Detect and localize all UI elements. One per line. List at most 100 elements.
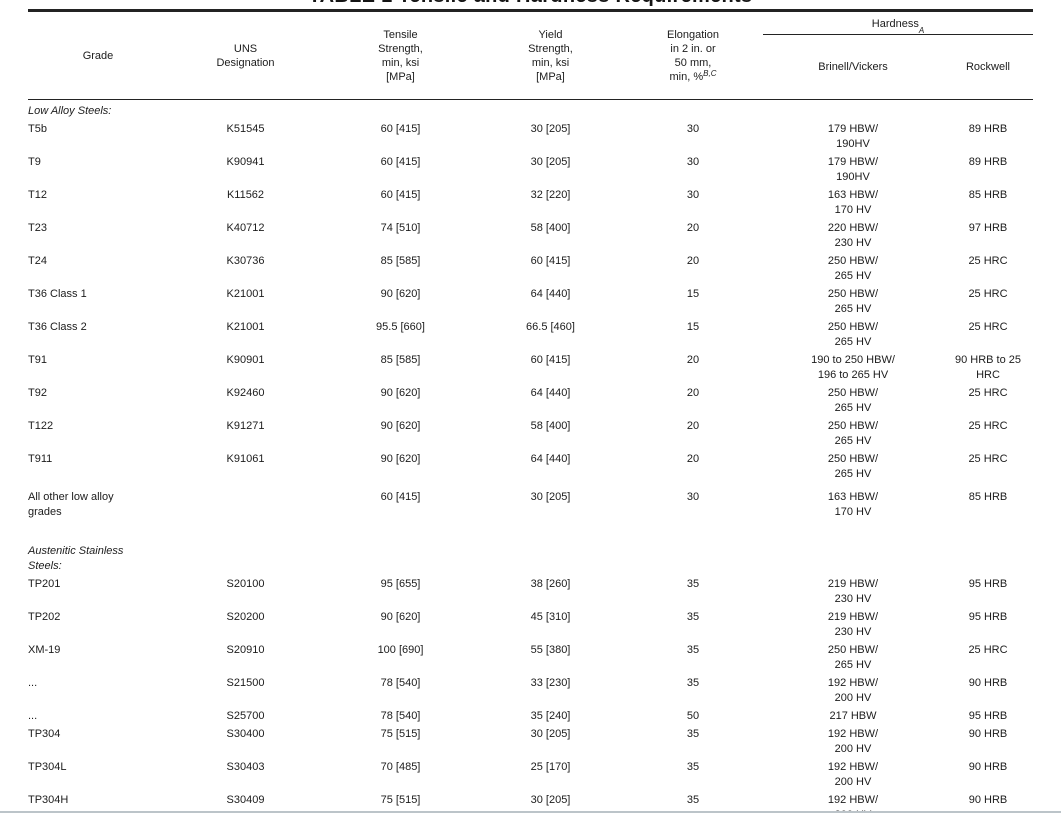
table-row: T24 K30736 85 [585] 60 [415] 20 250 HBW/ 265 …	[28, 254, 1033, 284]
cell-rockwell: 95 HRB	[968, 710, 1008, 722]
cell-elongation: 30	[686, 491, 700, 503]
section-header-row: Austenitic Stainless Steels:	[28, 544, 1033, 574]
cell-elongation: 15	[686, 288, 700, 300]
cell-rockwell: 25 HRC	[968, 321, 1008, 333]
cell-brinell-vickers: 163 HBW/ 170 HV	[827, 189, 879, 216]
cell-brinell-vickers: 192 HBW/ 200 HV	[827, 761, 879, 788]
cell-grade: T24	[28, 255, 47, 267]
table-row: T9 K90941 60 [415] 30 [205] 30 179 HBW/ 190HV…	[28, 155, 1033, 185]
cell-elongation: 20	[686, 387, 700, 399]
cell-uns-designation: K90901	[226, 354, 265, 366]
table-title: TABLE 1 Tensile and Hardness Requirement…	[0, 0, 1061, 6]
cell-brinell-vickers: 179 HBW/ 190HV	[827, 156, 879, 183]
table-row: T5b K51545 60 [415] 30 [205] 30 179 HBW/ 190H…	[28, 122, 1033, 152]
cell-brinell-vickers: 219 HBW/ 230 HV	[827, 578, 879, 605]
cell-rockwell: 95 HRB	[968, 611, 1008, 623]
table-row: TP201 S20100 95 [655] 38 [260] 35 219 HBW/ 23…	[28, 577, 1033, 607]
cell-brinell-vickers: 250 HBW/ 265 HV	[827, 288, 879, 315]
cell-tensile-strength: 95 [655]	[380, 578, 421, 590]
cell-tensile-strength: 100 [690]	[377, 644, 424, 656]
cell-brinell-vickers: 192 HBW/ 200 HV	[827, 794, 879, 821]
tensile-hardness-table: Grade UNS Designation Tensile Strength, …	[28, 9, 1033, 826]
table-row: XM-19 S20910 100 [690] 55 [380] 35 250 HBW/ 2…	[28, 643, 1033, 673]
cell-brinell-vickers: 179 HBW/ 190HV	[827, 123, 879, 150]
cell-elongation: 35	[686, 761, 700, 773]
cell-uns-designation: K91061	[226, 453, 265, 465]
hardness-group-header: Hardness A	[763, 12, 1033, 35]
cell-uns-designation: K21001	[226, 288, 265, 300]
cell-elongation: 35	[686, 728, 700, 740]
cell-brinell-vickers: 250 HBW/ 265 HV	[827, 420, 879, 447]
table-row: T12 K11562 60 [415] 32 [220] 30 163 HBW/ 170 …	[28, 188, 1033, 218]
table-row: TP202 S20200 90 [620] 45 [310] 35 219 HBW/ 23…	[28, 610, 1033, 640]
table-header-row: Grade UNS Designation Tensile Strength, …	[28, 9, 1033, 100]
cell-elongation: 35	[686, 677, 700, 689]
cell-elongation: 20	[686, 222, 700, 234]
cell-grade: T91	[28, 354, 47, 366]
cell-rockwell: 95 HRB	[968, 578, 1008, 590]
cell-elongation: 35	[686, 578, 700, 590]
cell-uns-designation: K11562	[226, 189, 265, 201]
cell-rockwell: 89 HRB	[968, 156, 1008, 168]
cell-grade: T9	[28, 156, 41, 168]
cell-tensile-strength: 78 [540]	[380, 710, 421, 722]
cell-grade: ...	[28, 710, 38, 722]
cell-uns-designation: S20910	[226, 644, 265, 656]
hardness-subheaders: Brinell/Vickers Rockwell	[763, 35, 1033, 99]
cell-grade: TP304L	[28, 761, 67, 773]
cell-elongation: 15	[686, 321, 700, 333]
cell-tensile-strength: 90 [620]	[380, 387, 421, 399]
cell-grade: TP304	[28, 728, 61, 740]
cell-yield-strength: 30 [205]	[530, 123, 571, 135]
cell-uns-designation: S30409	[226, 794, 265, 806]
section-label: Low Alloy Steels:	[28, 105, 112, 117]
table-row: T91 K90901 85 [585] 60 [415] 20 190 to 250 HB…	[28, 353, 1033, 383]
cell-brinell-vickers: 217 HBW	[829, 710, 877, 722]
footnote-ref-b-c: B,C	[703, 68, 717, 78]
table-row: ... S25700 78 [540] 35 [240] 50 217 HBW 95 HRB	[28, 709, 1033, 724]
cell-yield-strength: 66.5 [460]	[526, 321, 575, 333]
table-row: T92 K92460 90 [620] 64 [440] 20 250 HBW/ 265 …	[28, 386, 1033, 416]
column-header-tensile-strength: Tensile Strength, min, ksi [MPa]	[378, 28, 423, 83]
cell-rockwell: 90 HRB to 25 HRC	[954, 354, 1022, 381]
table-row: T122 K91271 90 [620] 58 [400] 20 250 HBW/ 265…	[28, 419, 1033, 449]
cell-brinell-vickers: 163 HBW/ 170 HV	[827, 491, 879, 518]
cell-yield-strength: 32 [220]	[530, 189, 571, 201]
cell-yield-strength: 33 [230]	[530, 677, 571, 689]
cell-tensile-strength: 95.5 [660]	[376, 321, 425, 333]
cell-tensile-strength: 60 [415]	[380, 123, 421, 135]
cell-yield-strength: 30 [205]	[530, 728, 571, 740]
table-row: TP304H S30409 75 [515] 30 [205] 35 192 HBW/ 2…	[28, 793, 1033, 823]
cell-yield-strength: 45 [310]	[530, 611, 571, 623]
table-row: TP304 S30400 75 [515] 30 [205] 35 192 HBW/ 20…	[28, 727, 1033, 757]
cell-tensile-strength: 90 [620]	[380, 420, 421, 432]
cell-tensile-strength: 78 [540]	[380, 677, 421, 689]
column-header-rockwell: Rockwell	[965, 61, 1010, 73]
cell-grade: ...	[28, 677, 38, 689]
table-body: Low Alloy Steels: T5b K51545 60 [415] 30 [20…	[28, 100, 1033, 823]
column-header-elongation: Elongation in 2 in. or 50 mm, min, %B,C	[623, 28, 763, 84]
cell-tensile-strength: 90 [620]	[380, 611, 421, 623]
cell-rockwell: 85 HRB	[968, 491, 1008, 503]
cell-tensile-strength: 85 [585]	[380, 354, 421, 366]
cell-tensile-strength: 74 [510]	[380, 222, 421, 234]
cell-uns-designation: K21001	[226, 321, 265, 333]
cell-uns-designation: K30736	[226, 255, 265, 267]
cell-uns-designation: S30403	[226, 761, 265, 773]
cell-uns-designation: K40712	[226, 222, 265, 234]
cell-uns-designation: S20100	[226, 578, 265, 590]
cell-uns-designation: K51545	[226, 123, 265, 135]
cell-elongation: 30	[686, 189, 700, 201]
cell-elongation: 20	[686, 453, 700, 465]
cell-grade: T36 Class 1	[28, 288, 87, 300]
cell-grade: T36 Class 2	[28, 321, 87, 333]
cell-elongation: 30	[686, 123, 700, 135]
table-row: T911 K91061 90 [620] 64 [440] 20 250 HBW/ 265…	[28, 452, 1033, 482]
cell-rockwell: 25 HRC	[968, 644, 1008, 656]
cell-uns-designation: S25700	[226, 710, 265, 722]
cell-brinell-vickers: 192 HBW/ 200 HV	[827, 728, 879, 755]
cell-elongation: 20	[686, 420, 700, 432]
viewport-edge-line	[0, 811, 1061, 818]
column-header-uns-designation: UNS Designation	[216, 42, 275, 69]
table-row: T36 Class 2 K21001 95.5 [660] 66.5 [460] 15 2…	[28, 320, 1033, 350]
